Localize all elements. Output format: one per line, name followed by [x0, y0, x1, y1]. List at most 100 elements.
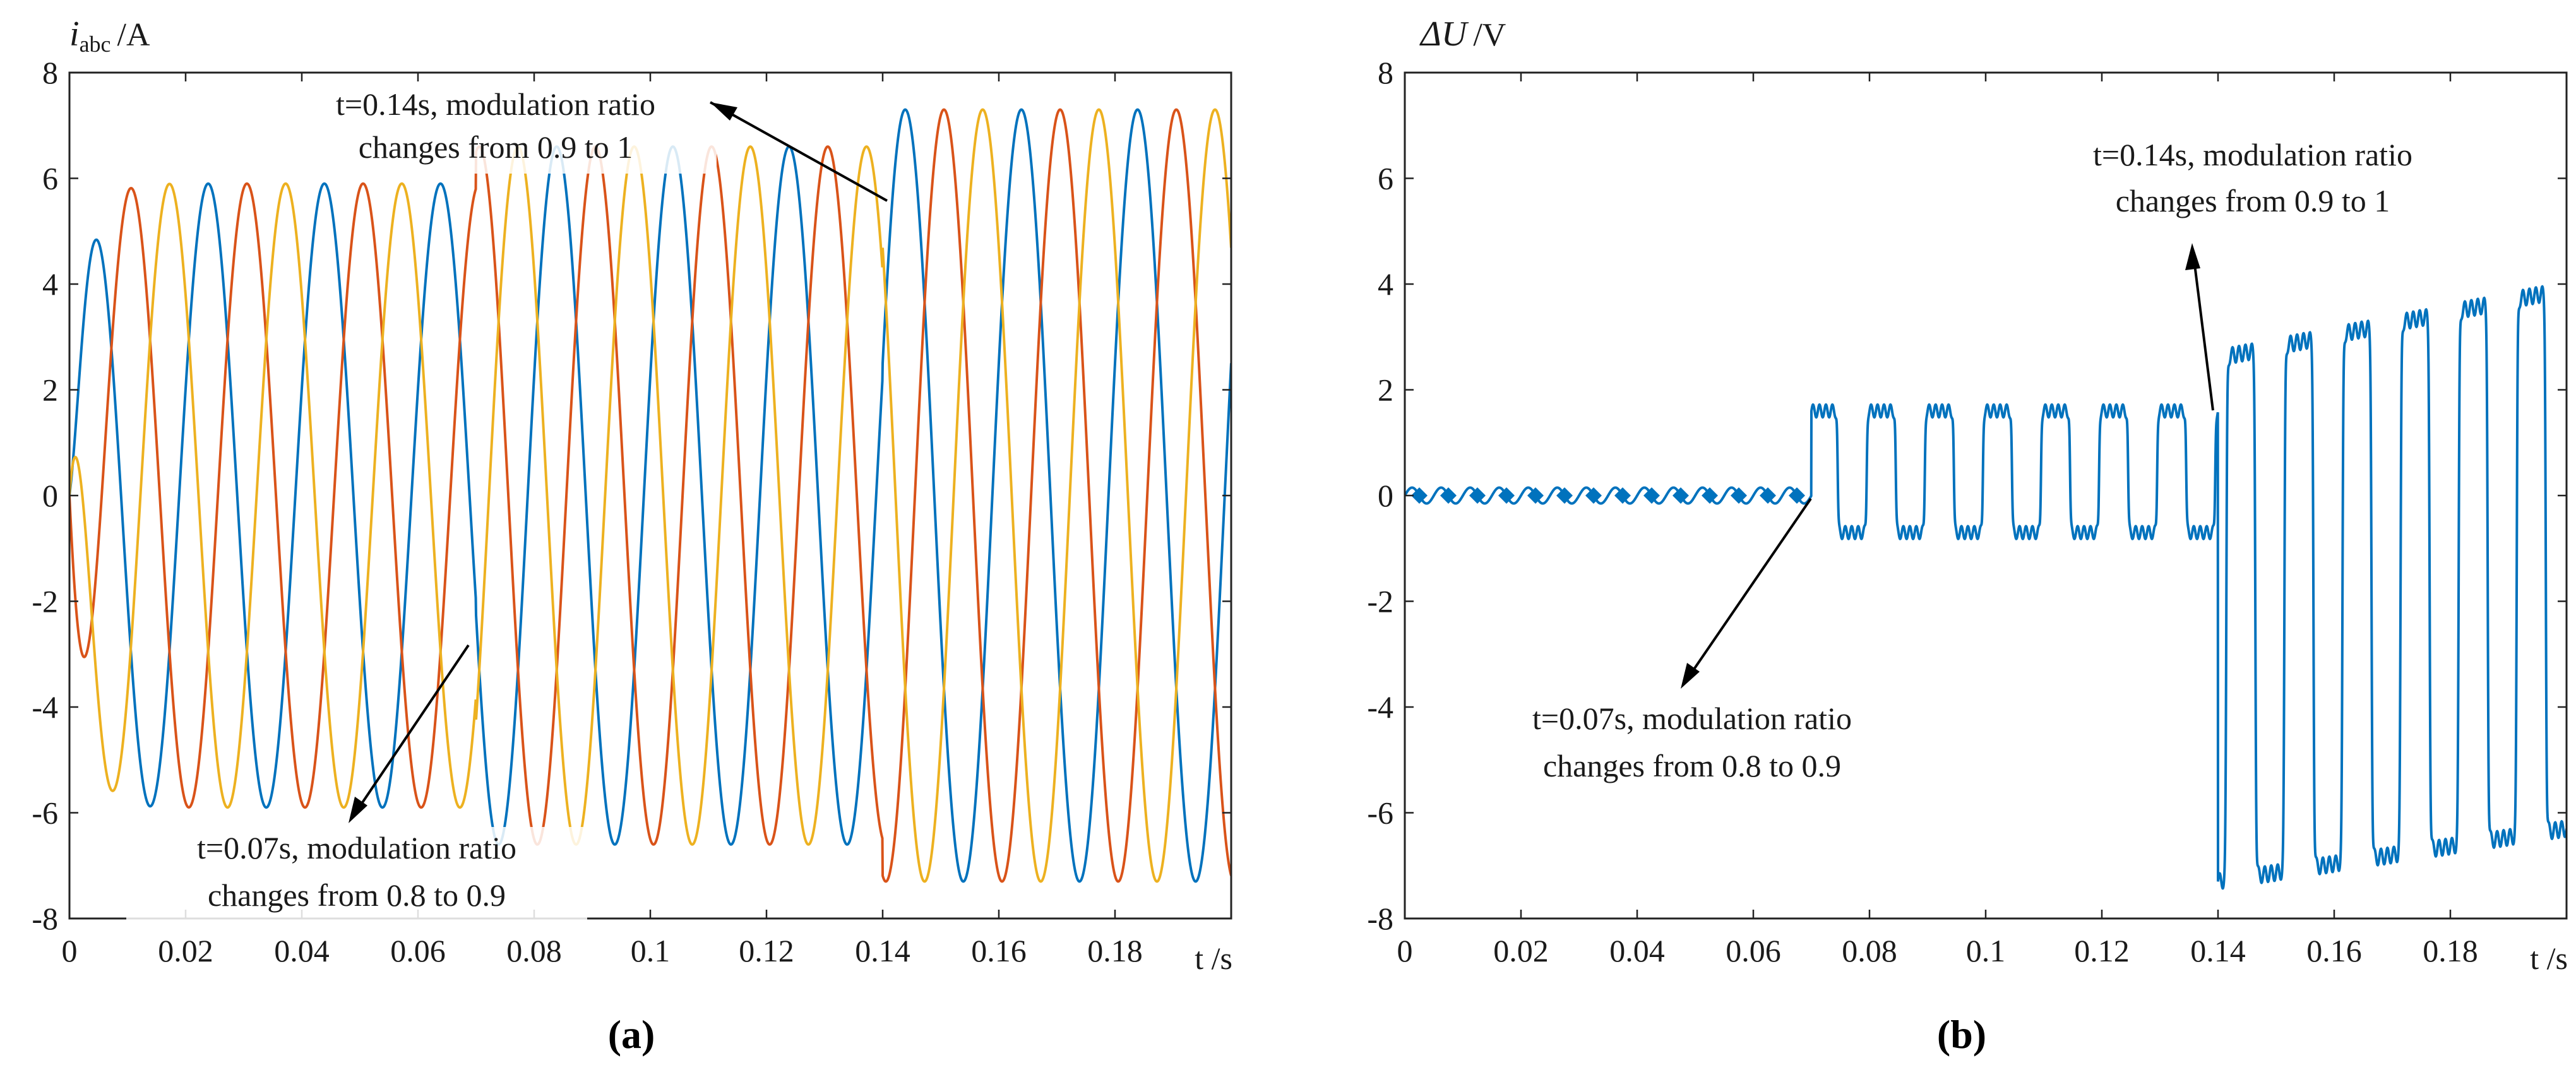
panel-a-x-label: t /s	[1195, 941, 1232, 976]
panel-b-x-tick-label: 0	[1397, 933, 1413, 968]
panel-b-diamond-marker	[1643, 487, 1660, 504]
panel-a-x-tick-label: 0.14	[855, 933, 910, 968]
panel-b-y-tick-label: 8	[1378, 55, 1393, 90]
panel-b-diamond-marker	[1411, 487, 1428, 504]
panel-a-y-tick-label: 2	[42, 372, 58, 408]
panel-b: 8 6 4 2 0 -2 -4 -6 -8 0 0.02 0.04 0.06 0.08 0.1 0.12 0.…	[1367, 15, 2568, 1057]
panel-a-y-tick-label: 4	[42, 266, 58, 302]
panel-a-annotation-014-arrowhead	[710, 102, 737, 121]
panel-b-annotation-007-arrowhead	[1681, 663, 1700, 689]
panel-b-diamond-marker	[1469, 487, 1486, 504]
panel-b-annotation-007: t=0.07s, modulation ratio changes from 0…	[1532, 497, 1852, 783]
panel-a-annotation-014-bg	[275, 85, 717, 174]
panel-b-y-tick-label: 0	[1378, 478, 1393, 513]
panel-b-y-ticks: 8 6 4 2 0 -2 -4 -6 -8	[1367, 55, 2567, 936]
panel-b-x-tick-label: 0.14	[2190, 933, 2246, 968]
panel-a-annotation-007-bg	[126, 827, 587, 922]
panel-a-y-label: iabc/A	[69, 15, 150, 57]
panel-b-y-tick-label: -8	[1367, 901, 1393, 936]
panel-b-series	[1405, 285, 2567, 890]
panel-b-diamond-marker	[1585, 487, 1602, 504]
panel-a-y-tick-label: 8	[42, 55, 58, 90]
panel-b-y-tick-label: 6	[1378, 161, 1393, 196]
panel-a-y-ticks: 8 6 4 2 0 -2 -4 -6 -8	[32, 55, 1231, 936]
panel-b-annotation-007-line1: t=0.07s, modulation ratio	[1532, 701, 1852, 736]
panel-b-diamond-marker	[1789, 487, 1805, 504]
panel-a-annotation-007: t=0.07s, modulation ratio changes from 0…	[126, 644, 587, 922]
panel-b-diamond-marker	[1760, 487, 1776, 504]
panel-a-y-tick-label: -4	[32, 689, 58, 725]
panel-b-y-label-symbol: ΔU	[1419, 15, 1469, 54]
panel-a-annotation-014-arrow-line	[710, 101, 888, 202]
panel-a-series-phase-a	[69, 108, 1231, 883]
panel-b-y-tick-label: 2	[1378, 372, 1393, 408]
panel-b-annotation-014-line1: t=0.14s, modulation ratio	[2093, 137, 2412, 172]
panel-a-x-tick-label: 0.12	[739, 933, 794, 968]
panel-b-diamond-marker	[1731, 487, 1747, 504]
panel-b-y-tick-label: -4	[1367, 689, 1393, 725]
panel-a-y-tick-label: -8	[32, 901, 58, 936]
panel-b-annotation-014-arrow-line	[2191, 249, 2214, 411]
panel-b-annotation-007-arrow-line	[1683, 497, 1812, 684]
panel-b-diamond-markers	[1411, 487, 1805, 504]
panel-a-x-tick-label: 0.08	[506, 933, 562, 968]
panel-a-x-tick-label: 0.1	[631, 933, 671, 968]
panel-a-y-label-unit: /A	[117, 17, 150, 53]
panel-a-annotation-007-arrowhead	[349, 797, 367, 823]
panel-a-x-tick-label: 0.04	[274, 933, 330, 968]
panel-b-y-tick-label: 4	[1378, 266, 1393, 302]
panel-b-diamond-marker	[1673, 487, 1689, 504]
panel-a-annotation-014-line1: t=0.14s, modulation ratio	[336, 86, 655, 122]
panel-b-y-tick-label: -6	[1367, 795, 1393, 831]
panel-b-x-tick-label: 0.1	[1966, 933, 2006, 968]
panel-b-annotation-014-line2: changes from 0.9 to 1	[2116, 183, 2390, 218]
panel-b-x-tick-label: 0.18	[2423, 933, 2478, 968]
panel-a-caption-close: )	[641, 1012, 655, 1057]
panel-b-x-ticks: 0 0.02 0.04 0.06 0.08 0.1 0.12 0.14 0.16 0.18	[1397, 73, 2478, 968]
panel-a-y-tick-label: 6	[42, 161, 58, 196]
panel-a-x-tick-label: 0.16	[971, 933, 1027, 968]
panel-b-diamond-marker	[1527, 487, 1544, 504]
panel-b-diamond-marker	[1440, 487, 1457, 504]
panel-a-x-ticks: 0 0.02 0.04 0.06 0.08 0.1 0.12 0.14 0.16 0.18	[62, 73, 1143, 968]
panel-a-y-tick-label: -2	[32, 584, 58, 619]
panel-b-x-tick-label: 0.02	[1493, 933, 1549, 968]
panel-b-x-tick-label: 0.16	[2306, 933, 2362, 968]
panel-b-x-label: t /s	[2530, 941, 2568, 976]
panel-a-plot-frame	[68, 71, 1232, 920]
panel-a-annotation-007-line1: t=0.07s, modulation ratio	[197, 830, 516, 865]
panel-a-y-label-subscript: abc	[80, 32, 111, 57]
panel-b-annotation-014-arrowhead	[2185, 243, 2200, 270]
panel-b-diamond-marker	[1498, 487, 1515, 504]
panel-b-y-tick-label: -2	[1367, 584, 1393, 619]
panel-a-series	[69, 108, 1231, 883]
panel-a-annotation-007-line2: changes from 0.8 to 0.9	[208, 877, 506, 913]
panel-b-caption-open: (	[1937, 1012, 1950, 1057]
panel-a-caption-letter: a	[621, 1012, 641, 1057]
panel-a: 8 6 4 2 0 -2 -4 -6 -8 0 0.02 0.04 0.06 0.08 0.1 0.12 0.…	[32, 15, 1232, 1057]
panel-a-annotation-014: t=0.14s, modulation ratio changes from 0…	[275, 85, 888, 202]
panel-a-series-phase-b	[69, 108, 1231, 883]
panel-a-y-tick-label: 0	[42, 478, 58, 513]
panel-b-x-tick-label: 0.12	[2074, 933, 2130, 968]
panel-b-caption-letter: b	[1950, 1012, 1973, 1057]
panel-b-annotation-007-line2: changes from 0.8 to 0.9	[1543, 748, 1841, 783]
panel-b-x-tick-label: 0.04	[1609, 933, 1665, 968]
panel-b-caption: (b)	[1937, 1012, 1986, 1057]
panel-b-x-tick-label: 0.08	[1842, 933, 1897, 968]
panel-a-x-tick-label: 0.02	[158, 933, 213, 968]
panel-a-y-tick-label: -6	[32, 795, 58, 831]
panel-b-diamond-marker	[1556, 487, 1573, 504]
panel-b-y-label-unit: /V	[1473, 17, 1506, 53]
panel-b-diamond-marker	[1614, 487, 1631, 504]
panel-a-y-label-symbol: i	[69, 15, 80, 54]
panel-b-caption-close: )	[1973, 1012, 1986, 1057]
panel-a-x-tick-label: 0	[62, 933, 78, 968]
panel-b-series-delta-u	[1405, 285, 2567, 890]
panel-a-caption: (a)	[608, 1012, 655, 1057]
panel-b-annotation-014: t=0.14s, modulation ratio changes from 0…	[2093, 137, 2412, 411]
panel-b-y-label: ΔU/V	[1419, 15, 1506, 54]
panel-a-x-tick-label: 0.06	[390, 933, 446, 968]
panel-b-x-tick-label: 0.06	[1726, 933, 1781, 968]
